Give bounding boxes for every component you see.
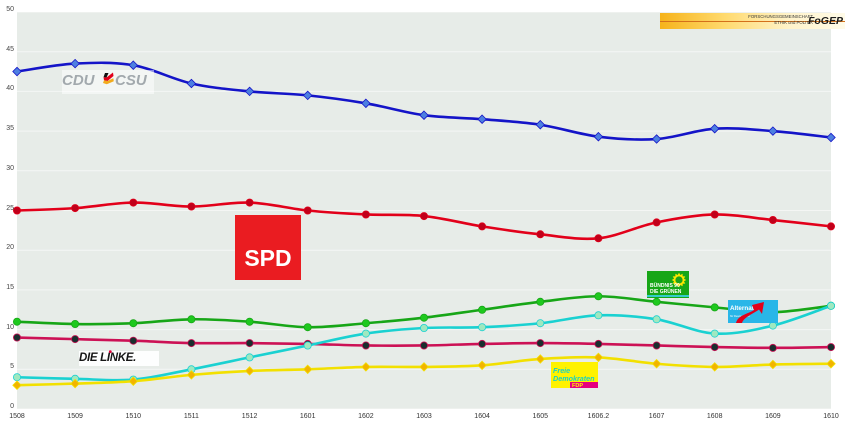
svg-text:DIE GRÜNEN: DIE GRÜNEN — [650, 288, 682, 295]
svg-text:CDU: CDU — [62, 72, 96, 89]
svg-text:Demokraten: Demokraten — [553, 374, 595, 383]
svg-text:FDP: FDP — [572, 383, 583, 388]
svg-text:CSU: CSU — [115, 72, 148, 89]
svg-text:DIE LINKE.: DIE LINKE. — [79, 352, 136, 364]
svg-text:BÜNDNIS 90: BÜNDNIS 90 — [650, 282, 680, 289]
